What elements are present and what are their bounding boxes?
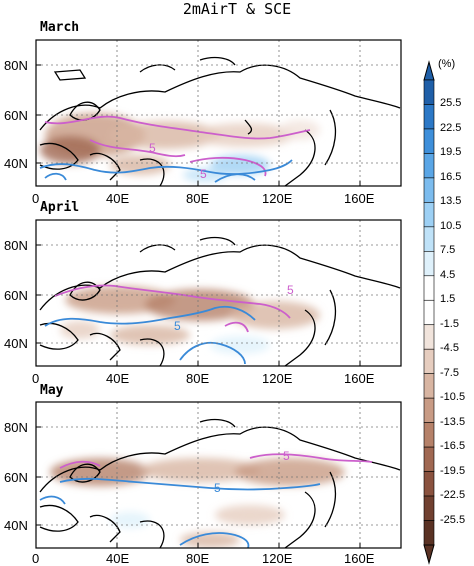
colorbar-level-label: 13.5: [440, 195, 462, 208]
contour-label-march-2: 5: [200, 167, 207, 181]
lon-tick-80e-p2: 80E: [186, 371, 210, 386]
colorbar-unit-label: (%): [438, 58, 456, 70]
lat-tick-40n-p3: 40N: [4, 518, 28, 533]
map-frame-march: [35, 39, 402, 187]
colorbar-swatch: [423, 348, 435, 374]
lat-tick-60n-p2: 60N: [4, 288, 28, 303]
lon-tick-80e-p1: 80E: [186, 191, 210, 206]
map-panel-march: 5 5: [35, 39, 402, 187]
contour-label-march: 5: [149, 141, 156, 155]
lon-tick-0-p2: 0: [32, 371, 40, 386]
lat-tick-60n-p3: 60N: [4, 470, 28, 485]
colorbar-swatch: [423, 177, 435, 203]
contour-label-may-2: 5: [214, 481, 221, 495]
colorbar-level-label: -7.5: [440, 366, 459, 379]
colorbar-level-label: -13.5: [440, 415, 466, 428]
colorbar-level-label: -25.5: [440, 513, 466, 526]
lat-tick-40n-p1: 40N: [4, 156, 28, 171]
colorbar-swatch: [423, 495, 435, 521]
colorbar-level-label: 22.5: [440, 121, 462, 134]
anomaly-shading-march: [40, 113, 320, 182]
colorbar-swatch: [423, 324, 435, 350]
colorbar-level-label: -4.5: [440, 342, 459, 355]
lon-tick-120e-p1: 120E: [262, 191, 293, 206]
colorbar-swatch: [423, 520, 435, 546]
colorbar-swatch: [423, 79, 435, 105]
lon-tick-160e-p3: 160E: [344, 551, 375, 566]
colorbar-swatch: [423, 275, 435, 301]
map-frame-may: [35, 401, 402, 549]
colorbar-level-label: 1.5: [440, 293, 456, 306]
coastline-may: [39, 418, 401, 548]
colorbar-swatch: [423, 128, 435, 154]
colorbar-level-label: -10.5: [440, 391, 466, 404]
lon-tick-160e-p2: 160E: [344, 371, 375, 386]
lon-tick-160e-p1: 160E: [344, 191, 375, 206]
lon-tick-120e-p2: 120E: [262, 371, 293, 386]
map-frame-april: [35, 219, 402, 367]
lat-tick-80n-p3: 80N: [4, 420, 28, 435]
contour-label-april-2: 5: [174, 319, 181, 333]
lon-tick-0-p3: 0: [32, 551, 40, 566]
lon-tick-40e-p1: 40E: [106, 191, 130, 206]
colorbar-level-label: 16.5: [440, 170, 462, 183]
panel-label-may: May: [40, 383, 64, 398]
colorbar-swatch: [423, 202, 435, 228]
colorbar-level-label: 7.5: [440, 244, 456, 257]
lat-tick-80n-p1: 80N: [4, 58, 28, 73]
map-panel-may: 5 5: [35, 401, 402, 549]
panel-label-march: March: [40, 20, 80, 35]
colorbar-level-label: 25.5: [440, 97, 462, 110]
colorbar-swatch: [423, 299, 435, 326]
colorbar-swatch: [423, 397, 435, 423]
colorbar-swatch: [423, 251, 435, 277]
colorbar-level-label: -16.5: [440, 440, 466, 453]
colorbar-swatch: [423, 422, 435, 448]
lon-tick-80e-p3: 80E: [186, 551, 210, 566]
lon-tick-120e-p3: 120E: [262, 551, 293, 566]
map-panel-april: 5 5: [35, 219, 402, 367]
colorbar-level-label: -1.5: [440, 317, 459, 330]
lon-tick-40e-p2: 40E: [106, 371, 130, 386]
panel-label-april: April: [40, 200, 80, 215]
colorbar-swatch: [423, 373, 435, 399]
colorbar-swatch: [423, 153, 435, 179]
lat-tick-80n-p2: 80N: [4, 238, 28, 253]
figure-title: 2mAirT & SCE: [182, 0, 292, 18]
colorbar-level-label: 19.5: [440, 146, 462, 159]
colorbar-tip-top: [423, 60, 435, 81]
colorbar-level-label: -19.5: [440, 464, 466, 477]
contour-label-april: 5: [287, 283, 294, 297]
contour-label-may: 5: [283, 449, 290, 463]
anomaly-shading-may: [50, 458, 345, 548]
colorbar-swatch: [423, 446, 435, 472]
colorbar-level-label: 4.5: [440, 268, 456, 281]
colorbar-swatch: [423, 471, 435, 497]
colorbar: [423, 60, 435, 565]
colorbar-swatch: [423, 104, 435, 130]
colorbar-level-label: 10.5: [440, 219, 462, 232]
lon-tick-40e-p3: 40E: [106, 551, 130, 566]
colorbar-level-label: -22.5: [440, 489, 466, 502]
lat-tick-40n-p2: 40N: [4, 336, 28, 351]
lat-tick-60n-p1: 60N: [4, 108, 28, 123]
colorbar-tip-bottom: [423, 544, 435, 565]
colorbar-swatch: [423, 226, 435, 252]
lon-tick-0-p1: 0: [32, 191, 40, 206]
